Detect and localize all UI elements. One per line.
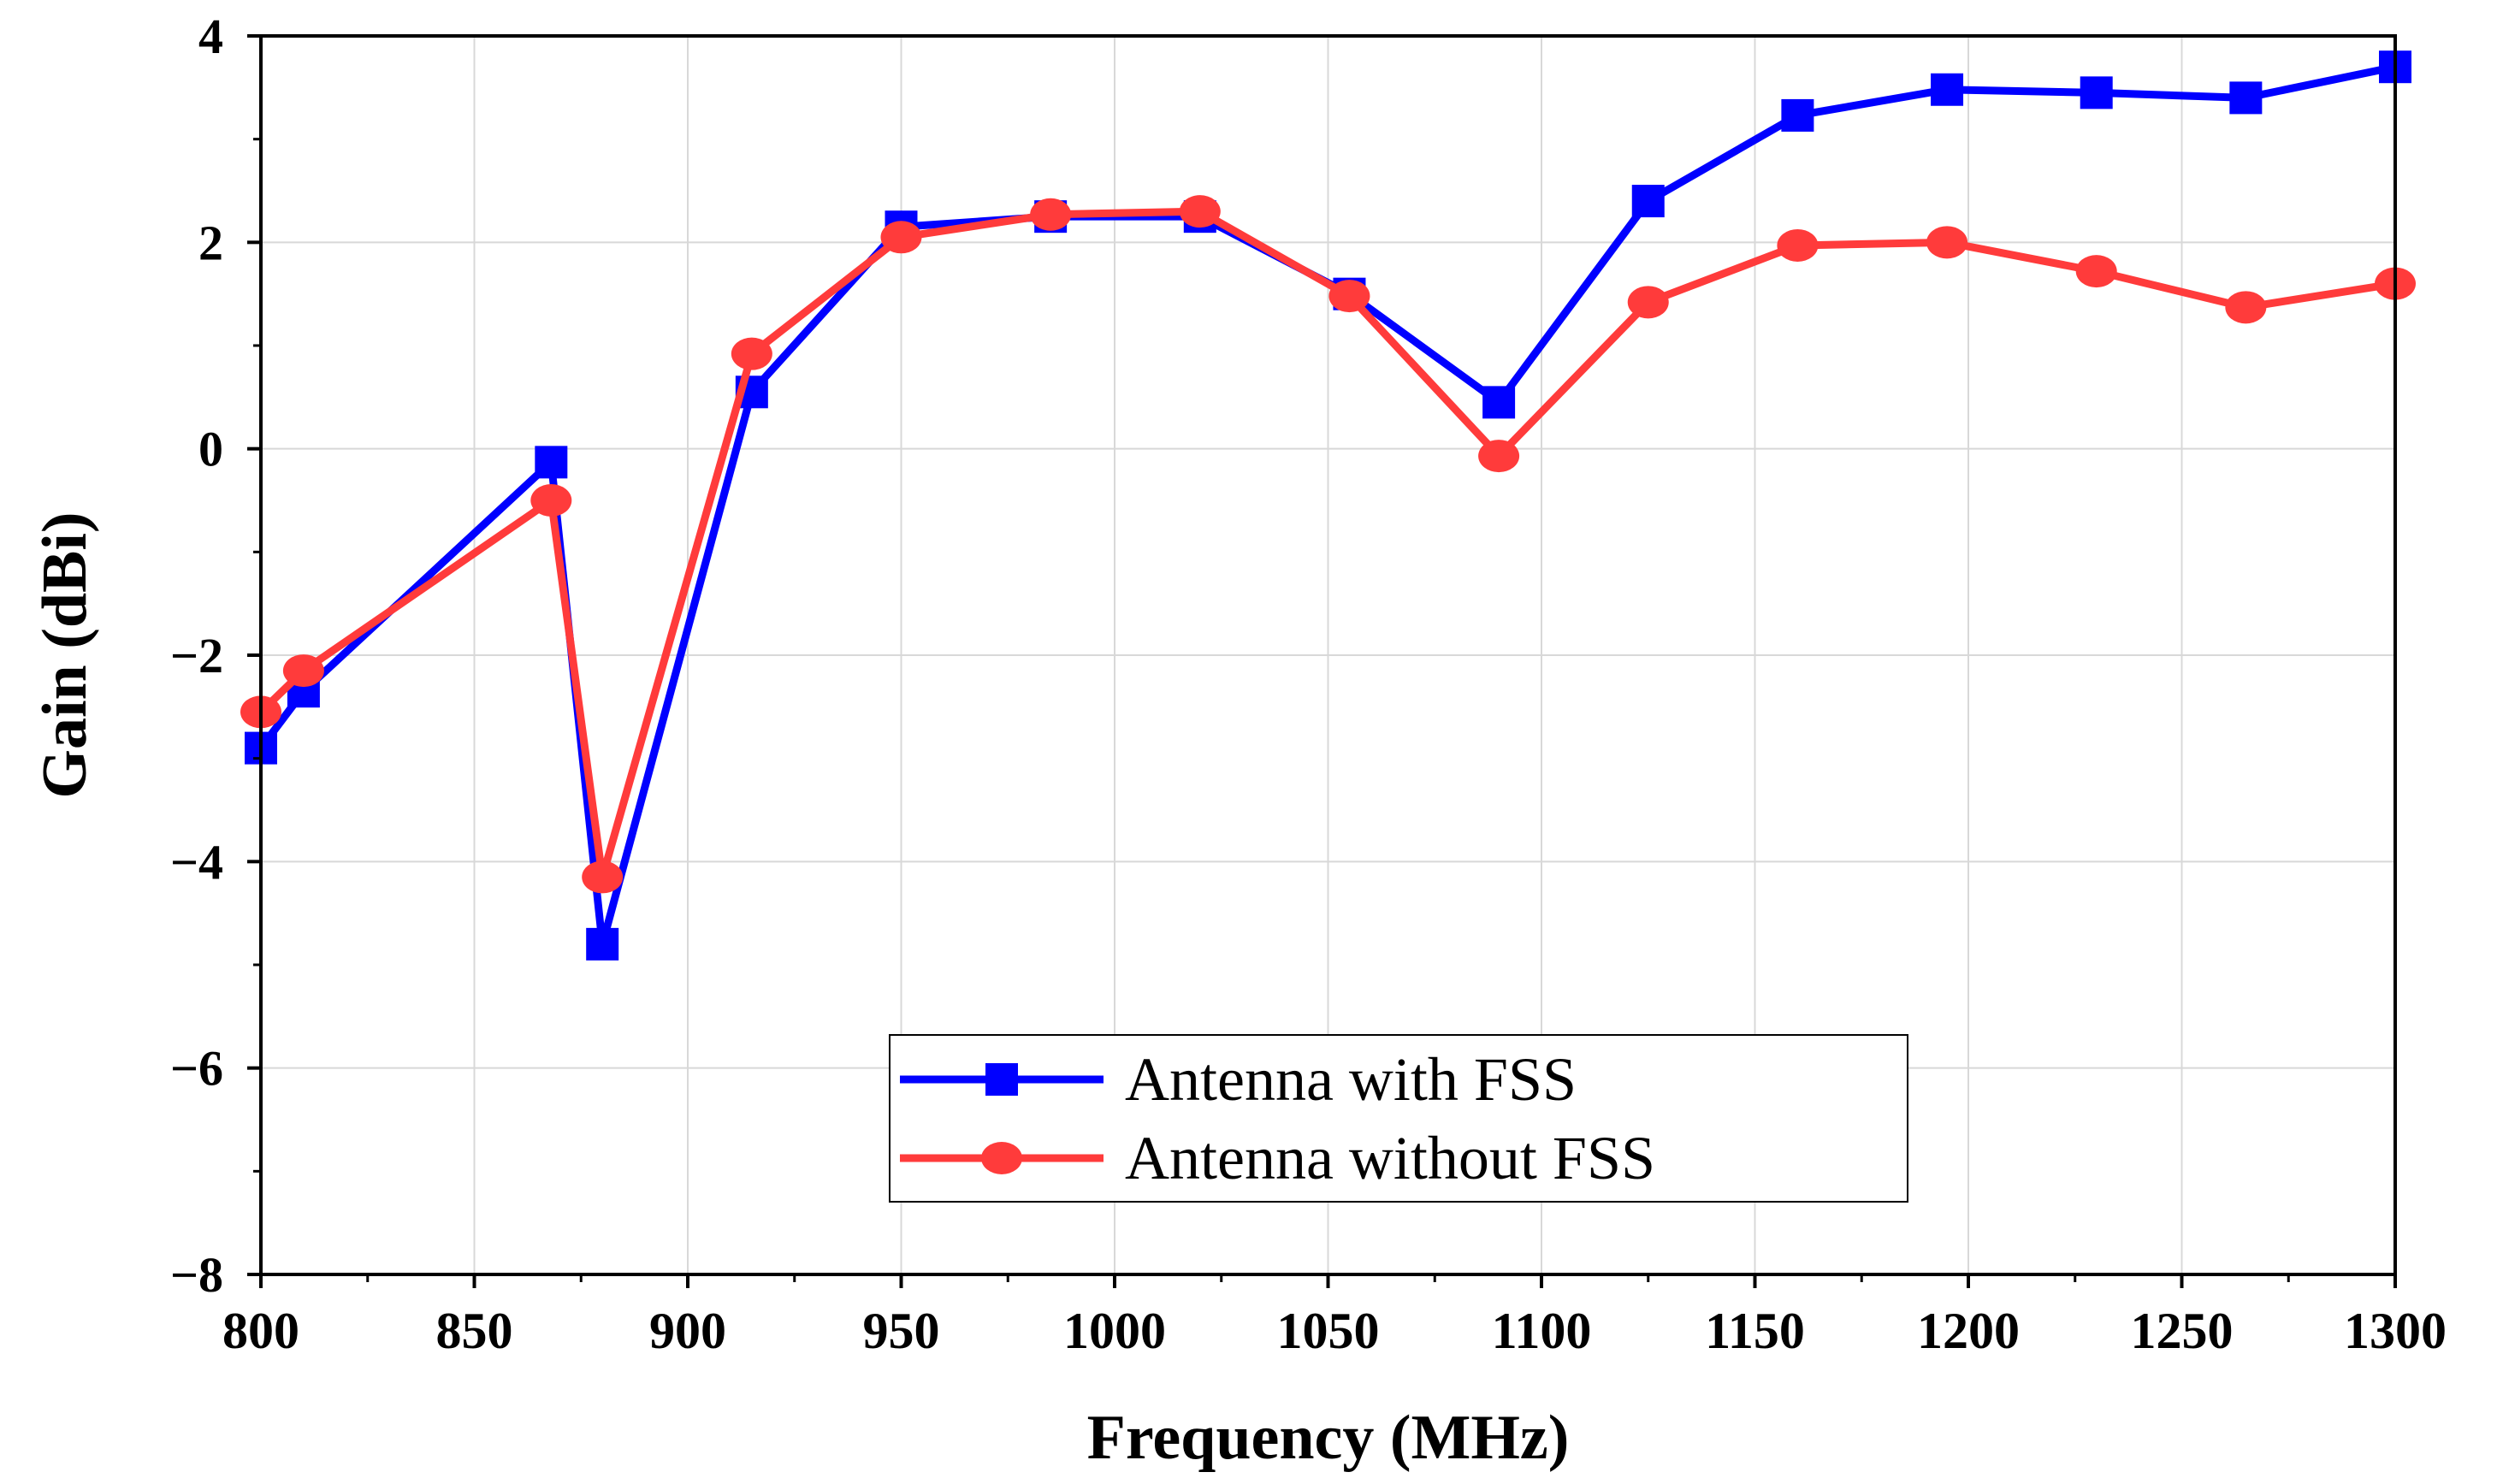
data-point-square [1781, 98, 1814, 132]
legend-entry: Antenna without FSS [900, 1124, 1655, 1192]
x-tick-label: 800 [222, 1303, 299, 1359]
series-antenna-without-fss [240, 195, 2416, 894]
data-point-circle [731, 337, 772, 370]
x-tick-label: 1050 [1277, 1303, 1380, 1359]
x-tick-label: 1200 [1917, 1303, 2020, 1359]
x-tick-label: 1100 [1492, 1303, 1592, 1359]
data-point-circle [1030, 198, 1072, 231]
x-axis-title: Frequency (MHz) [1087, 1403, 1570, 1473]
data-point-circle [2225, 291, 2267, 324]
y-tick-label: −4 [170, 834, 223, 890]
legend-label: Antenna without FSS [1125, 1124, 1655, 1192]
legend-label: Antenna with FSS [1125, 1045, 1577, 1114]
data-point-square [535, 446, 568, 479]
legend-marker-square [985, 1063, 1018, 1096]
x-tick-label: 1150 [1705, 1303, 1805, 1359]
data-point-circle [1627, 286, 1669, 319]
x-tick-label: 1300 [2344, 1303, 2447, 1359]
legend: Antenna with FSS Antenna without FSS [889, 1034, 1908, 1203]
x-tick-label: 850 [436, 1303, 513, 1359]
axes: 800 850 900 950 1000 1050 1100 1150 1200 1250 1300… [170, 9, 2447, 1359]
data-point-circle [282, 654, 324, 688]
y-tick-label: −6 [170, 1041, 223, 1097]
data-point-square [2080, 76, 2113, 109]
data-point-circle [582, 860, 624, 894]
y-tick-label: 0 [198, 422, 223, 477]
grid-lines [261, 36, 2395, 1274]
data-point-square [586, 927, 619, 961]
y-axis-title: Gain (dBi) [30, 511, 100, 798]
series-line [257, 207, 2396, 881]
data-point-square [1482, 386, 1516, 419]
data-point-circle [1478, 440, 1520, 473]
data-point-circle [530, 484, 572, 517]
series-layer [240, 50, 2416, 961]
data-point-circle [880, 221, 922, 254]
y-tick-label: −2 [170, 628, 223, 683]
data-point-square [1631, 185, 1665, 218]
x-tick-label: 900 [649, 1303, 726, 1359]
x-tick-label: 1000 [1063, 1303, 1166, 1359]
data-point-circle [2075, 255, 2117, 288]
data-point-circle [1777, 228, 1819, 262]
x-tick-label: 950 [863, 1303, 940, 1359]
y-tick-label: 4 [198, 9, 223, 64]
data-point-circle [1328, 280, 1370, 313]
data-point-square [1931, 73, 1964, 106]
x-tick-label: 1250 [2131, 1303, 2234, 1359]
legend-entry: Antenna with FSS [900, 1045, 1577, 1114]
data-point-circle [1179, 195, 1221, 228]
data-point-square [2229, 81, 2263, 115]
legend-box [889, 1034, 1908, 1203]
data-point-circle [1926, 226, 1968, 259]
y-tick-label: 2 [198, 215, 223, 270]
y-tick-label: −8 [170, 1247, 223, 1303]
legend-marker-circle [981, 1142, 1022, 1174]
